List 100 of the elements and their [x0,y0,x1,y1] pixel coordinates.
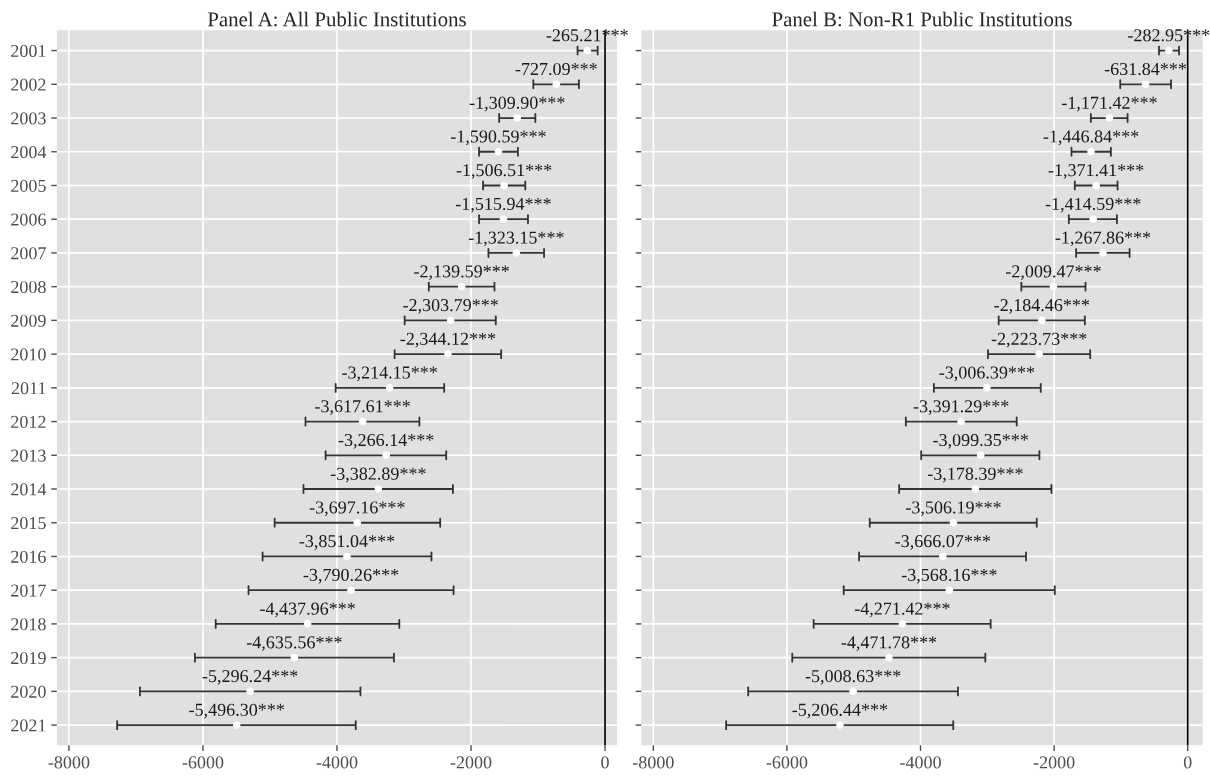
point [1105,114,1114,122]
data-label: -727.09*** [515,62,597,76]
point [358,417,367,426]
data-label: -1,323.15*** [468,231,564,247]
point [374,485,383,493]
data-label: -3,697.16*** [309,501,405,517]
point [1035,350,1043,358]
data-label: -1,446.84*** [1043,130,1139,146]
y-tick-label: 2006 [11,213,46,226]
data-label: -2,139.59*** [414,265,509,281]
point [290,653,299,662]
point [849,687,857,696]
y-tick-label: 2004 [11,146,47,159]
data-label: -5,296.24*** [202,670,298,685]
point [949,518,958,527]
x-tick-label: -4000 [900,756,941,769]
point [444,350,452,358]
point [232,721,241,729]
y-tick-label: 2012 [11,415,46,428]
x-tick-label: -2000 [1033,756,1075,769]
y-tick-label: 2020 [11,685,46,698]
y-tick-label: 2013 [11,449,46,462]
data-label: -5,008.63*** [805,669,901,685]
chart-title: Panel A: All Public Institutions [207,11,466,27]
point [303,620,312,628]
point [583,46,592,55]
data-label: -3,099.35*** [933,433,1028,449]
point [976,451,985,460]
data-label: -1,309.90*** [469,96,565,112]
x-tick-label: 0 [601,756,609,769]
point [353,518,362,527]
data-label: -3,266.14*** [338,433,434,449]
y-tick-label: 2018 [11,618,46,631]
point [885,653,893,662]
data-label: -1,267.86*** [1055,231,1151,247]
x-tick-label: -8000 [632,756,674,769]
data-label: -3,178.39*** [927,467,1023,483]
data-label: -3,790.26*** [303,568,399,584]
chart-title: Panel B: Non-R1 Public Institutions [772,11,1072,27]
point [347,586,355,594]
point [513,114,522,122]
data-label: -4,437.96*** [260,602,355,618]
point [1087,147,1095,156]
y-tick-label: 2015 [11,516,46,530]
data-label: -2,223.73*** [991,332,1087,348]
x-tick-label: -6000 [766,756,808,769]
data-label: -1,171.42*** [1061,96,1157,112]
point [898,620,907,628]
data-label: -2,184.46*** [994,298,1090,314]
y-tick-label: 2009 [11,314,46,327]
data-label: -4,471.78*** [841,636,937,652]
x-tick-label: 0 [1183,756,1192,769]
point [385,384,394,392]
data-label: -3,506.19*** [906,501,1001,517]
data-label: -3,851.04*** [299,535,395,550]
y-tick-label: 2008 [11,280,46,294]
point [494,147,503,156]
point [945,586,954,594]
point [246,687,254,696]
x-tick-label: -2000 [450,756,492,769]
data-label: -631.84*** [1104,62,1187,76]
y-tick-label: 2007 [11,247,46,260]
data-label: -5,206.44*** [792,703,888,719]
data-label: -1,590.59*** [450,130,546,146]
data-label: -1,506.51*** [456,164,552,179]
y-tick-label: 2014 [11,483,47,496]
data-label: -2,344.12*** [400,332,496,348]
data-label: -1,414.59*** [1045,197,1141,213]
y-tick-label: 2019 [11,651,46,665]
point [1141,80,1150,89]
y-tick-label: 2003 [11,112,46,125]
point [1049,282,1058,291]
y-tick-label: 2021 [11,719,46,732]
data-label: -3,568.16*** [901,568,997,584]
data-label: -2,303.79*** [403,298,498,314]
data-label: -4,635.56*** [246,636,342,652]
point [1089,215,1098,224]
point [836,721,844,729]
data-label: -3,391.29*** [913,400,1009,415]
y-tick-label: 2005 [11,179,46,192]
data-label: -3,617.61*** [315,400,410,415]
x-tick-label: -8000 [48,756,90,769]
point [983,384,991,392]
point [939,552,947,561]
y-tick-label: 2011 [11,382,46,395]
data-label: -5,496.30*** [189,703,284,719]
point [1099,249,1107,257]
y-tick-label: 2010 [11,348,46,361]
data-label: -1,371.41*** [1048,164,1144,179]
point [512,249,521,257]
y-tick-label: 2001 [11,44,46,58]
point [382,451,390,460]
data-label: -3,382.89*** [330,467,426,483]
point [499,215,508,224]
point [1037,316,1046,325]
y-tick-label: 2016 [11,550,46,563]
point [957,417,965,426]
y-tick-label: 2002 [11,78,46,91]
point [500,181,508,190]
point [971,485,980,493]
